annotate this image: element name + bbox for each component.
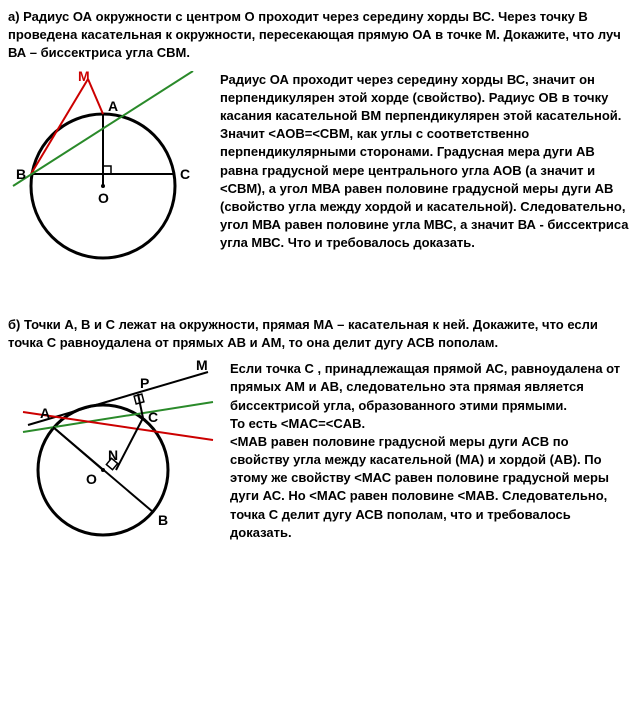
svg-text:C: C <box>180 166 190 182</box>
solution-b: Если точка С , принадлежащая прямой АС, … <box>230 360 629 542</box>
problem-b-statement: б) Точки А, В и С лежат на окружности, п… <box>8 316 629 352</box>
diagram-a: M A B C O <box>8 71 208 296</box>
svg-text:P: P <box>140 375 149 391</box>
svg-text:O: O <box>98 190 109 206</box>
svg-text:C: C <box>148 409 158 425</box>
svg-text:B: B <box>16 166 26 182</box>
svg-text:M: M <box>78 71 90 84</box>
section-a: M A B C O Радиус ОА проходит через серед… <box>8 71 629 296</box>
section-b: M A B C O P N Если точка С , принадлежащ… <box>8 360 629 565</box>
diagram-b: M A B C O P N <box>8 360 218 565</box>
solution-a: Радиус ОА проходит через середину хорды … <box>220 71 629 253</box>
svg-text:A: A <box>108 98 118 114</box>
problem-a-statement: а) Радиус ОА окружности с центром О прох… <box>8 8 629 63</box>
svg-text:N: N <box>108 447 118 463</box>
svg-text:O: O <box>86 471 97 487</box>
svg-text:A: A <box>40 405 50 421</box>
svg-text:M: M <box>196 360 208 373</box>
svg-text:B: B <box>158 512 168 528</box>
